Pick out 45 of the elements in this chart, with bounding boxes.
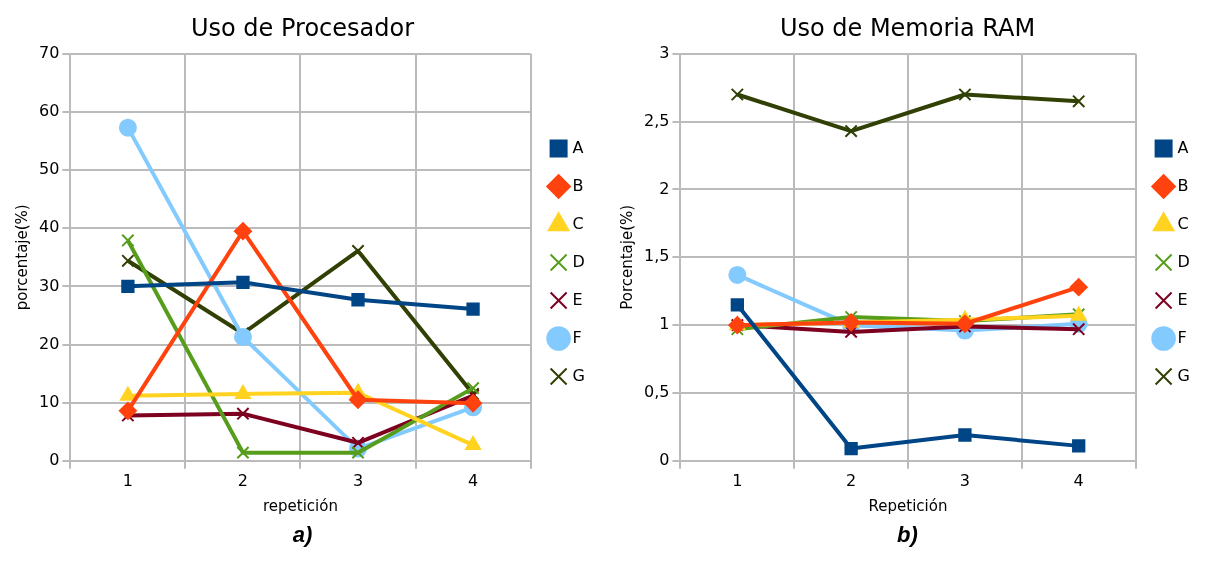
- x-tick-label: 2: [846, 470, 857, 490]
- y-tick-label: 40: [39, 217, 60, 237]
- legend-label: G: [572, 365, 586, 385]
- y-axis-title: Porcentaje(%): [617, 204, 636, 310]
- y-tick-label: 50: [39, 159, 60, 179]
- y-tick-label: 2,5: [643, 110, 670, 130]
- legend-label: F: [572, 327, 582, 347]
- y-tick-label: 30: [39, 275, 60, 295]
- text: a): [291, 522, 314, 548]
- x-tick-label: 1: [732, 470, 743, 490]
- x-tick-label: 3: [352, 470, 364, 490]
- y-tick-label: 60: [39, 101, 60, 121]
- y-tick-label: 1: [659, 314, 670, 334]
- y-tick-label: 2: [659, 178, 670, 198]
- x-tick-label: 4: [1073, 470, 1084, 490]
- legend-label: A: [1177, 137, 1189, 157]
- legend-label: D: [572, 251, 585, 271]
- y-tick-label: 0: [659, 449, 670, 469]
- y-tick-label: 1,5: [643, 246, 670, 266]
- x-axis-title: Repetición: [868, 496, 948, 515]
- legend-label: F: [1177, 327, 1187, 347]
- legend-label: B: [1177, 175, 1189, 195]
- y-tick-label: 10: [39, 391, 60, 411]
- x-tick-label: 1: [122, 470, 133, 490]
- legend-label: C: [1177, 213, 1189, 233]
- legend-label: G: [1177, 365, 1191, 385]
- legend-label: E: [572, 289, 583, 309]
- x-tick-label: 4: [467, 470, 479, 490]
- x-tick-label: 3: [959, 470, 971, 490]
- legend-label: A: [572, 137, 584, 157]
- y-tick-label: 20: [39, 333, 60, 353]
- x-tick-label: 2: [237, 470, 249, 490]
- legend-label: B: [572, 175, 584, 195]
- y-tick-label: 0,5: [643, 382, 670, 402]
- y-axis-title: porcentaje(%): [12, 204, 31, 311]
- text: b): [896, 522, 919, 548]
- legend-label: E: [1177, 289, 1188, 309]
- chart-title: Uso de Memoria RAM: [779, 13, 1036, 42]
- legend-label: C: [572, 213, 584, 233]
- chart-title: Uso de Procesador: [190, 13, 415, 42]
- y-tick-label: 3: [659, 42, 670, 62]
- x-axis-title: repetición: [263, 496, 338, 515]
- y-tick-label: 0: [49, 449, 60, 469]
- y-tick-label: 70: [39, 42, 60, 62]
- legend-label: D: [1177, 251, 1190, 271]
